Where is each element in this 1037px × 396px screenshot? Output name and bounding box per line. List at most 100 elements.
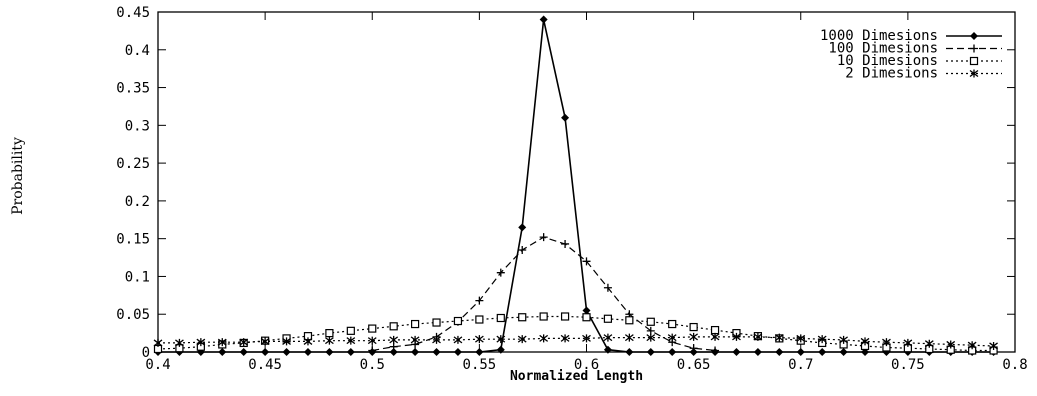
legend-label: 1000 Dimesions — [820, 28, 938, 44]
data-point — [496, 335, 506, 344]
x-axis-label: Normalized Length — [510, 369, 643, 384]
series-2 — [153, 312, 998, 355]
data-point — [239, 338, 249, 347]
data-point — [218, 348, 227, 356]
y-axis-ticks: 0 0.05 0.1 0.15 0.2 0.25 0.3 0.35 0.4 0.45 — [116, 5, 1015, 361]
data-point — [561, 113, 570, 122]
legend-marker — [970, 32, 978, 40]
legend-label: 2 Dimesions — [845, 66, 938, 82]
data-point — [582, 306, 591, 315]
data-point — [796, 348, 805, 356]
data-point — [560, 334, 570, 343]
data-point — [603, 333, 613, 342]
data-point — [774, 333, 784, 342]
data-point — [710, 325, 720, 335]
data-point — [689, 332, 699, 341]
data-point — [518, 223, 527, 232]
data-point — [646, 348, 655, 356]
data-point — [839, 335, 848, 344]
x-axis-ticks: 0.4 0.45 0.5 0.55 0.6 0.65 0.7 0.75 0.8 — [145, 12, 1028, 373]
data-point — [368, 324, 377, 333]
data-point — [282, 337, 291, 346]
data-point — [796, 334, 806, 343]
x-tick-label: 0.4 — [145, 357, 170, 373]
data-point — [603, 345, 612, 354]
data-point — [260, 337, 270, 346]
y-tick-label: 0.45 — [116, 5, 150, 21]
data-point — [903, 338, 913, 347]
data-point — [625, 316, 634, 325]
data-point — [389, 335, 399, 344]
data-point — [325, 329, 334, 338]
data-point — [239, 348, 248, 356]
data-point — [410, 335, 420, 344]
data-point — [496, 345, 505, 354]
data-point — [389, 322, 398, 331]
legend-marker — [969, 56, 979, 66]
data-point — [539, 334, 549, 343]
data-point — [689, 344, 698, 353]
data-point — [175, 338, 184, 347]
y-axis-label: Probability — [10, 137, 26, 215]
data-point — [668, 319, 677, 329]
data-point — [967, 341, 977, 350]
data-point — [775, 348, 784, 356]
y-tick-label: 0.4 — [125, 43, 150, 59]
series-line — [158, 336, 994, 347]
legend-marker — [969, 69, 979, 78]
data-point — [518, 313, 527, 322]
series-layer — [153, 15, 998, 356]
data-point — [518, 246, 527, 254]
data-point — [517, 335, 527, 344]
data-point — [667, 333, 677, 342]
data-point — [432, 348, 441, 356]
data-point — [561, 239, 570, 248]
data-point — [475, 348, 484, 356]
legend-label: 10 Dimesions — [837, 53, 938, 69]
series-line — [372, 236, 716, 352]
x-tick-label: 0.5 — [360, 357, 385, 373]
data-point — [432, 335, 441, 344]
x-tick-label: 0.8 — [1002, 357, 1027, 373]
y-tick-label: 0.15 — [116, 232, 150, 248]
data-point — [582, 313, 591, 322]
series-line — [158, 19, 994, 353]
data-point — [646, 326, 655, 335]
data-point — [389, 342, 398, 351]
data-point — [411, 319, 420, 329]
data-point — [946, 340, 956, 349]
data-point — [582, 257, 591, 266]
y-tick-label: 0.35 — [116, 81, 150, 97]
data-point — [367, 336, 377, 345]
y-tick-label: 0.25 — [116, 156, 150, 172]
data-point — [303, 348, 312, 356]
data-point — [153, 338, 163, 347]
data-point — [261, 348, 270, 356]
data-point — [882, 338, 891, 347]
data-point — [668, 348, 677, 356]
data-point — [711, 346, 720, 355]
data-point — [710, 332, 720, 341]
data-point — [325, 348, 334, 356]
data-point — [475, 315, 484, 324]
x-tick-label: 0.6 — [574, 357, 599, 373]
data-point — [732, 332, 741, 341]
data-point — [368, 346, 377, 355]
data-point — [474, 335, 484, 344]
data-point — [603, 314, 613, 323]
data-point — [539, 15, 548, 24]
x-tick-label: 0.65 — [677, 357, 711, 373]
data-point — [346, 336, 356, 345]
data-point — [496, 268, 505, 277]
legend-label: 100 Dimesions — [828, 41, 938, 57]
data-point — [453, 316, 463, 326]
data-point — [753, 332, 763, 341]
data-point — [346, 326, 355, 335]
data-point — [689, 322, 698, 332]
data-point — [325, 336, 334, 345]
data-point — [582, 334, 591, 343]
data-point — [989, 341, 998, 350]
data-point — [346, 348, 355, 356]
